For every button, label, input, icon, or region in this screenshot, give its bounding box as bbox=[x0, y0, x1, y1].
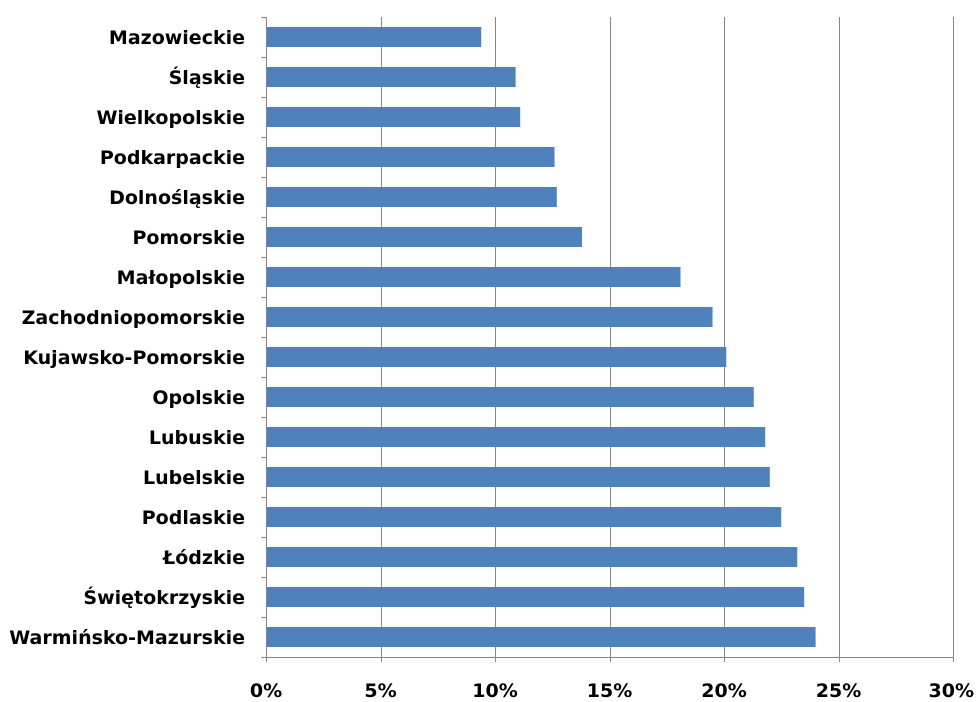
bar-10 bbox=[266, 427, 766, 447]
category-label: Pomorskie bbox=[132, 227, 245, 249]
axes bbox=[261, 17, 954, 662]
x-tick-label: 15% bbox=[587, 680, 632, 702]
bar-2 bbox=[266, 107, 521, 127]
bar-13 bbox=[266, 547, 798, 567]
category-label: Śląskie bbox=[169, 65, 245, 89]
bar-14 bbox=[266, 587, 805, 607]
x-tick-label: 5% bbox=[364, 680, 396, 702]
x-tick-label: 30% bbox=[929, 680, 974, 702]
category-label: Świętokrzyskie bbox=[83, 585, 245, 609]
x-tick-label: 25% bbox=[816, 680, 861, 702]
bar-1 bbox=[266, 67, 516, 87]
category-label: Dolnośląskie bbox=[109, 187, 245, 209]
category-label: Warmińsko-Mazurskie bbox=[9, 627, 245, 649]
bar-5 bbox=[266, 227, 583, 247]
x-tick-label: 0% bbox=[250, 680, 282, 702]
category-labels: Mazowieckie Śląskie Wielkopolskie Podkarpac… bbox=[9, 27, 245, 649]
category-label: Zachodniopomorskie bbox=[22, 307, 245, 329]
bar-4 bbox=[266, 187, 557, 207]
bar-8 bbox=[266, 347, 727, 367]
category-label: Małopolskie bbox=[117, 267, 245, 289]
category-label: Wielkopolskie bbox=[96, 107, 245, 129]
bar-15 bbox=[266, 627, 816, 647]
x-tick-label: 20% bbox=[701, 680, 746, 702]
bar-11 bbox=[266, 467, 770, 487]
category-label: Opolskie bbox=[152, 387, 245, 409]
category-label: Łódzkie bbox=[162, 547, 245, 569]
category-label: Podlaskie bbox=[142, 507, 245, 529]
bar-0 bbox=[266, 27, 482, 47]
category-label: Podkarpackie bbox=[100, 147, 245, 169]
category-label: Lubelskie bbox=[143, 467, 245, 489]
bar-6 bbox=[266, 267, 681, 287]
bar-7 bbox=[266, 307, 713, 327]
bar-9 bbox=[266, 387, 754, 407]
x-tick-label: 10% bbox=[472, 680, 517, 702]
x-tick-labels: 0% 5% 10% 15% 20% 25% 30% bbox=[250, 680, 974, 702]
category-label: Mazowieckie bbox=[109, 27, 245, 49]
category-label: Lubuskie bbox=[149, 427, 245, 449]
category-label: Kujawsko-Pomorskie bbox=[23, 347, 245, 369]
bars bbox=[266, 27, 816, 647]
bar-3 bbox=[266, 147, 555, 167]
bar-12 bbox=[266, 507, 782, 527]
